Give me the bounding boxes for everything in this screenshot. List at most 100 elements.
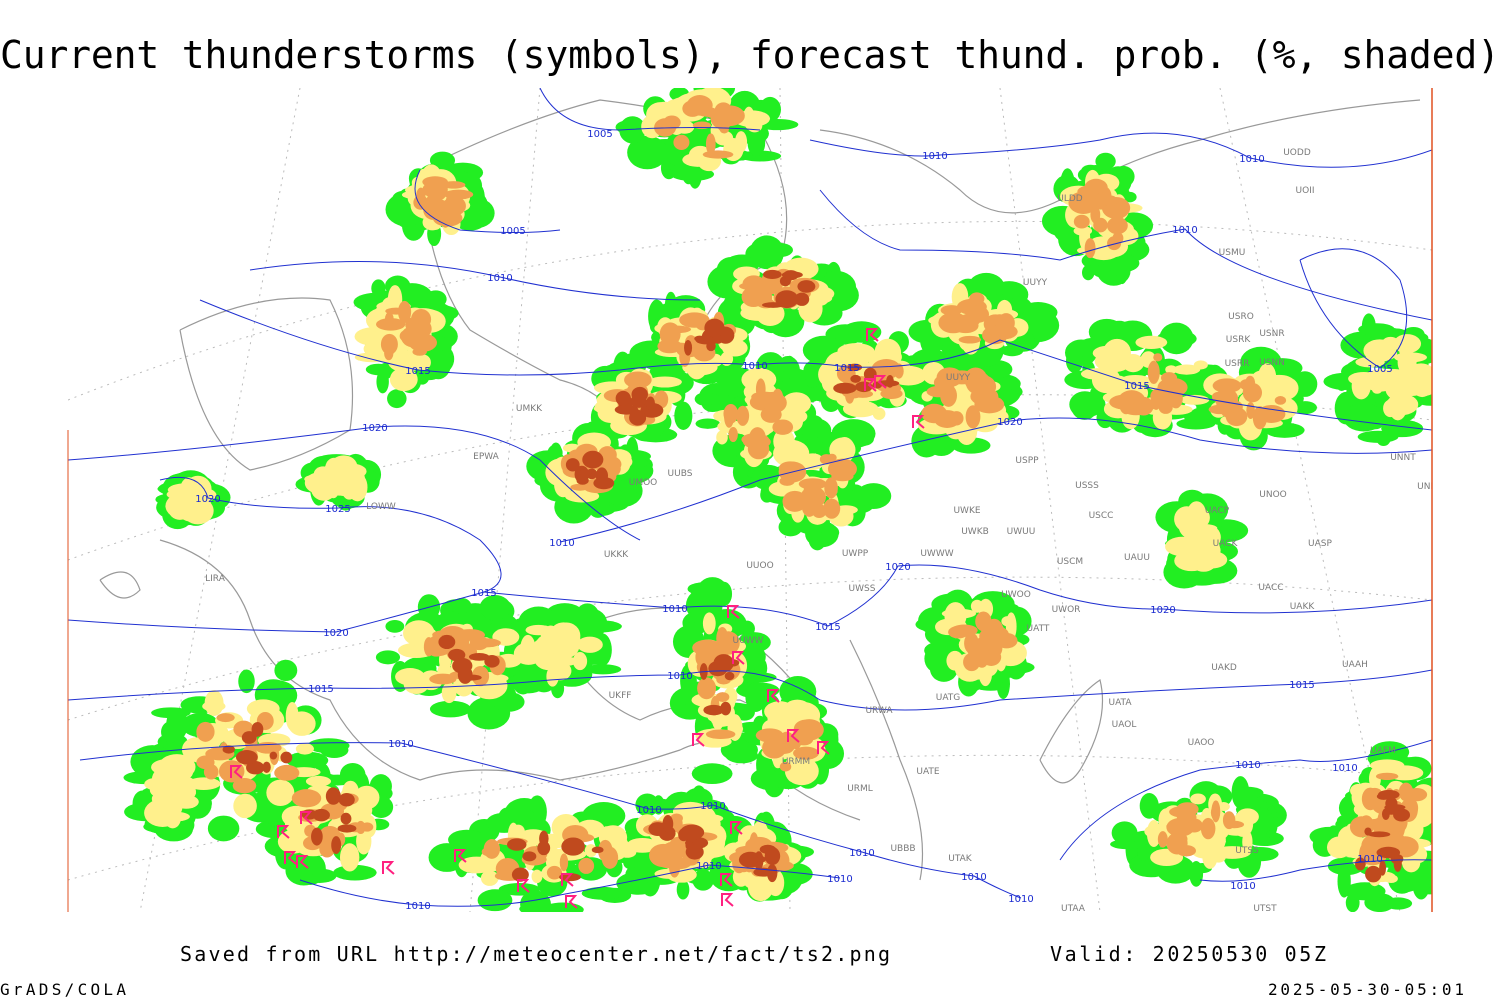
- prob-very-high: [720, 701, 732, 716]
- prob-high: [400, 325, 427, 348]
- prob-high: [1157, 831, 1168, 848]
- prob-mid: [304, 472, 337, 495]
- isobar-label: 1020: [997, 417, 1022, 428]
- isobar: [299, 864, 841, 907]
- prob-high: [969, 292, 985, 306]
- prob-high: [949, 411, 964, 426]
- software: GrADS/COLA: [0, 980, 126, 999]
- prob-high: [1211, 391, 1226, 402]
- isobar: [68, 669, 1432, 711]
- prob-high: [948, 625, 969, 639]
- prob-high: [1157, 377, 1188, 397]
- prob-mid: [946, 650, 964, 671]
- prob-high: [1073, 214, 1090, 229]
- prob-very-high: [747, 855, 759, 864]
- thunderstorm-symbol: [874, 375, 887, 389]
- prob-mid: [1193, 360, 1208, 370]
- prob-high: [429, 673, 457, 685]
- isobar-label: 1010: [662, 604, 687, 615]
- prob-high: [1095, 192, 1107, 210]
- prob-very-high: [246, 761, 265, 775]
- prob-low: [1293, 401, 1317, 415]
- prob-high: [483, 839, 501, 859]
- prob-low: [649, 364, 679, 380]
- prob-high: [1274, 396, 1287, 405]
- prob-very-high: [762, 269, 782, 280]
- prob-low: [1358, 323, 1395, 336]
- isobar-label: 1015: [834, 363, 859, 374]
- thunderstorm-symbol: [787, 729, 800, 743]
- prob-mid: [1384, 874, 1398, 884]
- prob-low: [492, 692, 525, 712]
- station-label: URWA: [865, 706, 893, 716]
- prob-very-high: [685, 844, 704, 860]
- prob-low: [841, 321, 882, 343]
- prob-high: [624, 371, 652, 389]
- isobar-label: 1015: [815, 622, 840, 633]
- thunderstorm-symbol: [277, 825, 290, 839]
- station-label: UUYY: [946, 373, 971, 383]
- station-label: UTAA: [1061, 904, 1086, 914]
- prob-high: [1375, 772, 1399, 780]
- station-label: UWKE: [953, 506, 980, 516]
- prob-very-high: [761, 302, 785, 308]
- prob-high: [673, 134, 690, 151]
- prob-low: [755, 101, 779, 115]
- prob-very-high: [507, 838, 527, 851]
- prob-low: [1384, 897, 1413, 910]
- prob-very-high: [559, 873, 581, 882]
- prob-low: [1071, 396, 1098, 420]
- prob-high: [216, 713, 235, 723]
- prob-very-high: [724, 671, 735, 681]
- prob-mid: [1236, 808, 1259, 826]
- station-label: UMKK: [516, 404, 543, 414]
- prob-low: [520, 890, 551, 912]
- isobar-label: 1010: [549, 538, 574, 549]
- prob-mid: [1185, 550, 1212, 570]
- prob-low: [745, 682, 767, 712]
- isobar-label: 1010: [405, 901, 430, 912]
- prob-high: [793, 746, 819, 760]
- prob-mid: [1135, 335, 1168, 350]
- isobar-label: 1010: [1172, 225, 1197, 236]
- meridian: [469, 88, 541, 912]
- prob-high: [1107, 236, 1122, 251]
- station-label: ULDD: [1057, 194, 1083, 204]
- prob-very-high: [338, 793, 355, 807]
- prob-high: [963, 652, 981, 672]
- prob-mid: [1165, 365, 1178, 374]
- prob-high: [1212, 378, 1242, 394]
- prob-very-high: [1368, 831, 1391, 838]
- station-label: UMOO: [629, 478, 658, 488]
- prob-low: [824, 335, 837, 358]
- isobar-label: 1010: [636, 805, 661, 816]
- isobar-label: 1010: [1332, 763, 1357, 774]
- station-label: UWSS: [849, 584, 876, 594]
- prob-mid: [1351, 372, 1371, 400]
- prob-very-high: [591, 846, 604, 854]
- isobar-label: 1010: [742, 361, 767, 372]
- prob-mid: [388, 352, 423, 373]
- prob-low: [1231, 786, 1264, 799]
- station-label: UWOR: [1052, 605, 1081, 615]
- prob-mid: [233, 793, 257, 819]
- isobar-label: 1015: [308, 684, 333, 695]
- prob-high: [964, 367, 988, 391]
- prob-mid: [576, 636, 603, 653]
- prob-mid: [613, 827, 626, 856]
- prob-very-high: [640, 402, 664, 418]
- prob-low: [1159, 322, 1194, 355]
- thunderstorm-symbol: [817, 741, 830, 755]
- prob-high: [938, 312, 968, 334]
- prob-mid: [266, 779, 295, 806]
- prob-mid: [480, 870, 499, 886]
- prob-mid: [151, 790, 176, 808]
- isobar: [1199, 859, 1432, 882]
- prob-very-high: [565, 458, 580, 472]
- prob-high: [736, 405, 750, 426]
- isobar: [1059, 739, 1432, 861]
- station-label: UWKB: [961, 527, 989, 537]
- prob-very-high: [863, 367, 877, 381]
- isobar-label: 1010: [667, 671, 692, 682]
